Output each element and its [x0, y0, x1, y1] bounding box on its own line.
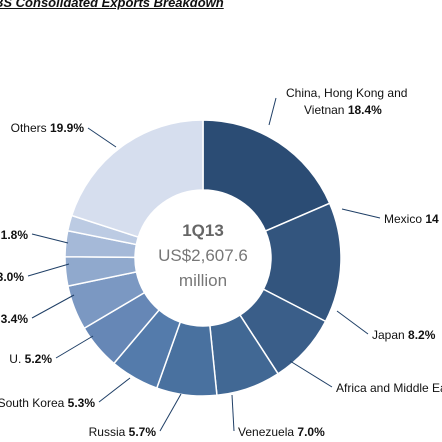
slice-label-9: 3.4% [1, 312, 29, 326]
slice-label-10: 3.0% [0, 270, 24, 284]
slice-12 [70, 119, 204, 239]
slice-label-2: Mexico 14 [384, 212, 439, 226]
slice-label-5: Venezuela 7.0% [238, 425, 325, 439]
slice-label-8: U. 5.2% [9, 352, 52, 366]
leader-line-9 [31, 294, 75, 319]
leader-line-12 [87, 127, 117, 148]
center-unit: million [179, 271, 227, 290]
leader-line-4 [289, 360, 333, 388]
leader-line-8 [55, 335, 94, 359]
leader-line-1 [268, 97, 277, 126]
leader-line-2 [341, 208, 381, 219]
leader-lines [27, 97, 381, 432]
leader-line-7 [98, 377, 131, 403]
leader-line-6 [159, 393, 182, 432]
center-value: US$2,607.6 [158, 246, 248, 265]
slice-label-12: Others 19.9% [11, 121, 85, 135]
slice-label-6: Russia 5.7% [89, 425, 157, 439]
slice-label-4: Africa and Middle East [336, 381, 442, 395]
slice-labels: China, Hong Kong and Vietnan 18.4% Mexico … [0, 86, 442, 439]
slice-1 [202, 119, 331, 233]
slice-label-11: 1.8% [1, 228, 29, 242]
slice-label-1: China, Hong Kong and Vietnan 18.4% [286, 86, 407, 117]
slice-label-7: South Korea 5.3% [0, 396, 95, 410]
leader-line-3 [336, 310, 369, 335]
leader-line-11 [31, 233, 69, 244]
center-period: 1Q13 [182, 221, 224, 240]
leader-line-5 [231, 394, 235, 432]
leader-line-10 [27, 263, 70, 277]
donut-slices [64, 119, 342, 397]
chart-title: BS Consolidated Exports Breakdown [0, 0, 224, 10]
slice-label-3: Japan 8.2% [372, 328, 436, 342]
